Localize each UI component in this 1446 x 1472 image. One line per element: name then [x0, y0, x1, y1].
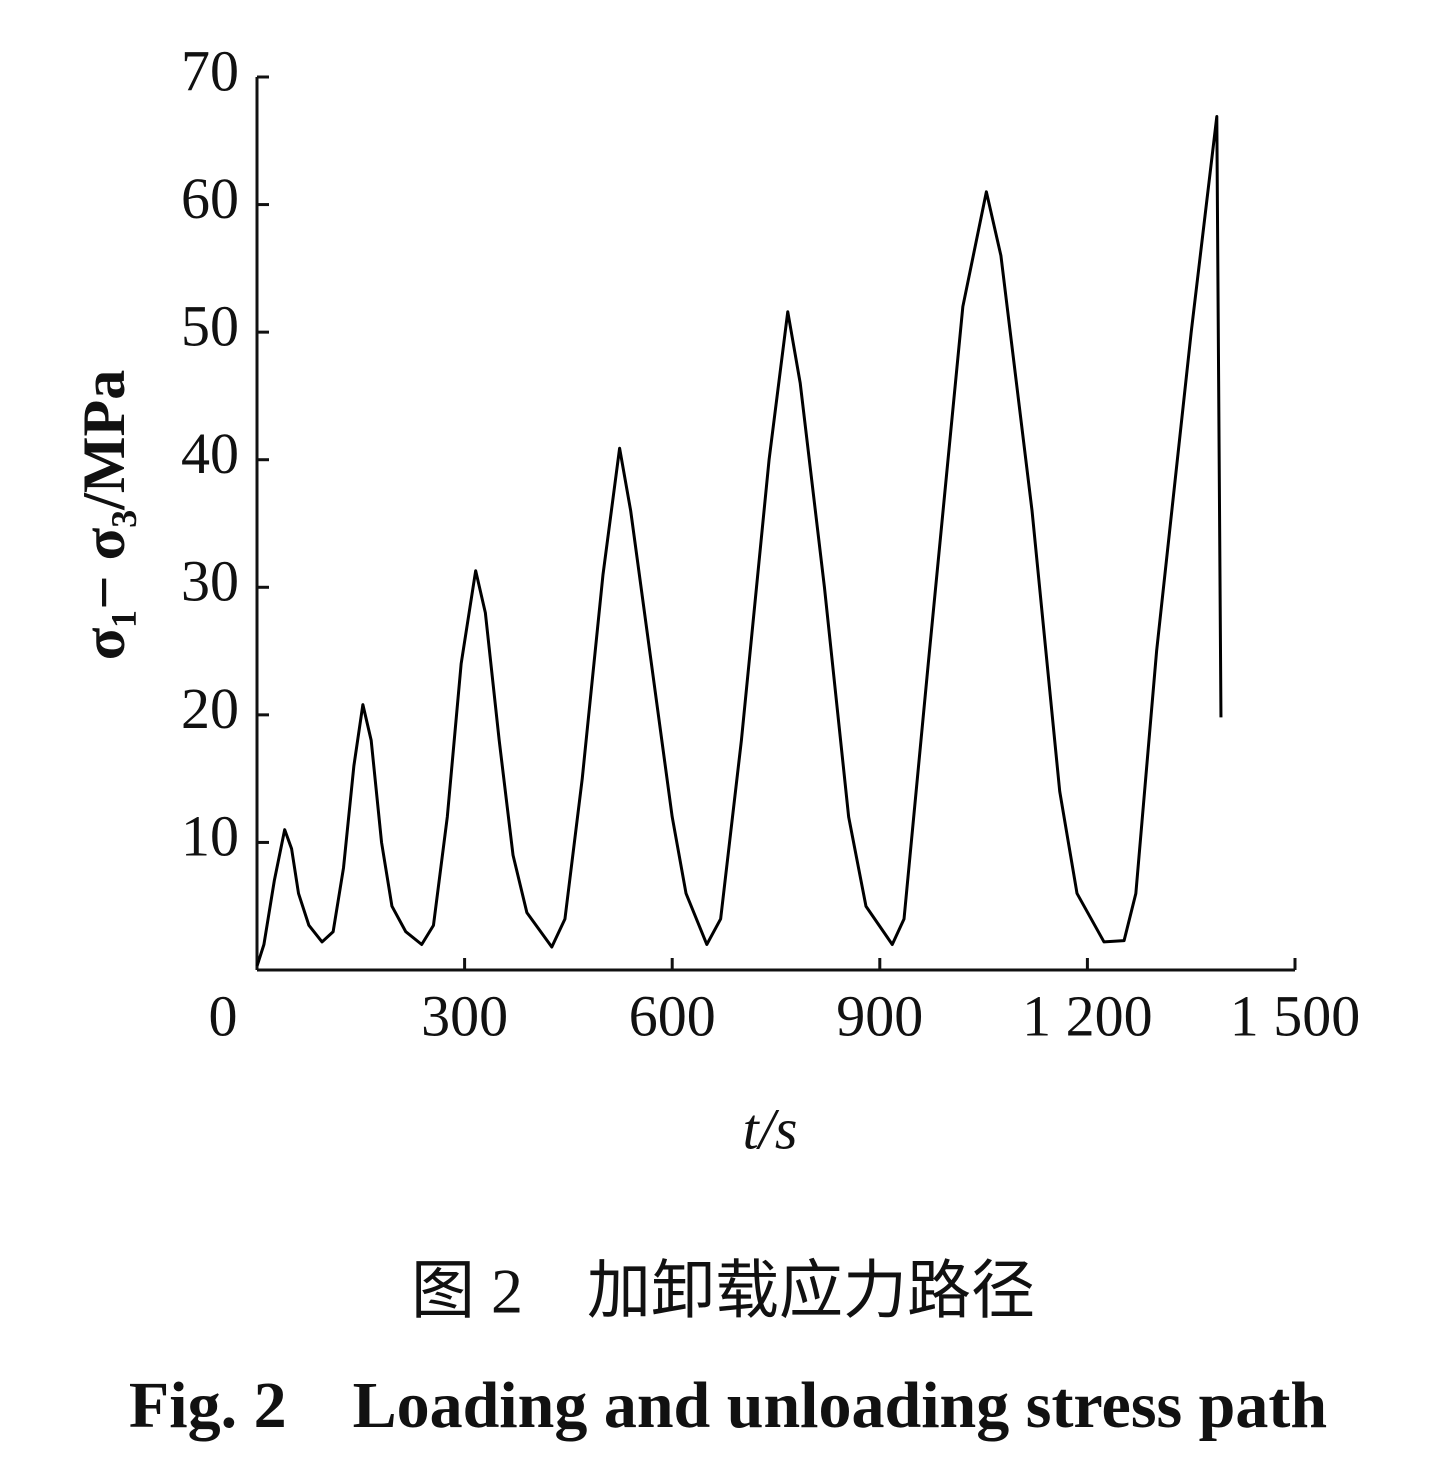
y-axis-label: σ₁− σ₃/MPa — [71, 370, 137, 660]
x-tick-label: 300 — [421, 983, 508, 1048]
y-tick-label: 70 — [181, 38, 239, 103]
line-series — [255, 115, 1223, 967]
y-tick-label: 20 — [181, 676, 239, 741]
caption-en: Fig. 2 Loading and unloading stress path — [129, 1369, 1327, 1442]
x-axis-label: t/s — [743, 1096, 798, 1161]
y-tick-label: 30 — [181, 549, 239, 614]
y-tick-label: 60 — [181, 166, 239, 231]
x-tick-label: 1 500 — [1230, 983, 1361, 1048]
y-tick-label: 50 — [181, 293, 239, 358]
x-tick-label: 900 — [836, 983, 923, 1048]
x-tick-label: 0 — [209, 983, 238, 1048]
x-tick-label: 1 200 — [1022, 983, 1153, 1048]
y-tick-label: 40 — [181, 421, 239, 486]
caption-cn: 图 2 加卸载应力路径 — [411, 1256, 1035, 1327]
x-tick-label: 600 — [629, 983, 716, 1048]
y-tick-label: 10 — [181, 804, 239, 869]
